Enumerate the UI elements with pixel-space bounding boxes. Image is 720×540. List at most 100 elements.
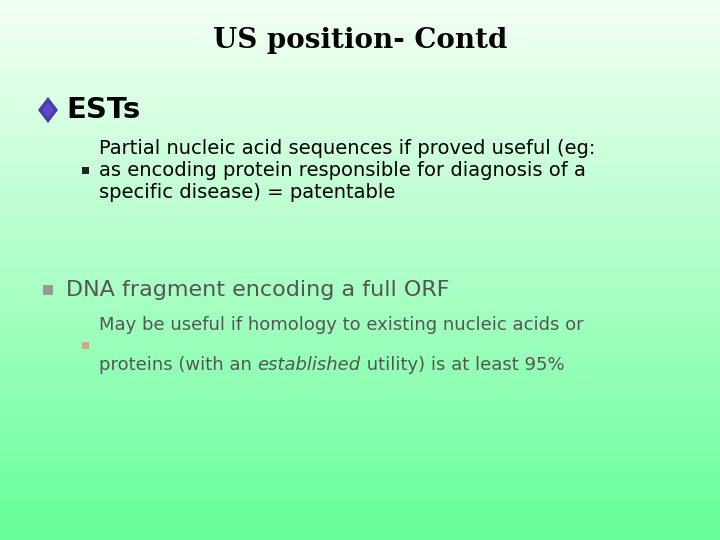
Bar: [0, 502, 720, 504]
Bar: [0, 299, 720, 301]
Bar: [0, 139, 720, 140]
Bar: [0, 194, 720, 196]
Bar: [0, 290, 720, 292]
Bar: [0, 455, 720, 457]
Bar: [0, 390, 720, 393]
Bar: [0, 212, 720, 214]
Bar: [0, 405, 720, 407]
Bar: [0, 153, 720, 155]
Bar: [0, 414, 720, 416]
Bar: [0, 45, 720, 47]
Bar: [0, 475, 720, 477]
Bar: [0, 459, 720, 461]
Bar: [0, 444, 720, 447]
Bar: [0, 301, 720, 302]
Bar: [0, 450, 720, 452]
Bar: [0, 468, 720, 470]
Bar: [43, 285, 53, 295]
Bar: [0, 104, 720, 106]
Bar: [0, 220, 720, 221]
Text: proteins (with an: proteins (with an: [99, 356, 258, 374]
Bar: [0, 504, 720, 506]
Bar: [0, 286, 720, 288]
Bar: [0, 171, 720, 173]
Bar: [0, 56, 720, 58]
Bar: [0, 403, 720, 405]
Bar: [0, 232, 720, 234]
Bar: [0, 396, 720, 398]
Bar: [0, 39, 720, 42]
Bar: [0, 97, 720, 99]
Bar: [0, 356, 720, 358]
Bar: [0, 101, 720, 103]
Bar: [0, 342, 720, 344]
Bar: [0, 103, 720, 104]
Bar: [0, 536, 720, 538]
Bar: [0, 211, 720, 212]
Bar: [0, 86, 720, 88]
Bar: [0, 362, 720, 363]
Bar: [0, 288, 720, 290]
Bar: [0, 275, 720, 277]
Bar: [0, 189, 720, 191]
Bar: [0, 535, 720, 536]
Bar: [0, 378, 720, 380]
Bar: [0, 533, 720, 535]
Bar: [0, 32, 720, 34]
Text: US position- Contd: US position- Contd: [213, 26, 507, 53]
Bar: [0, 76, 720, 77]
Bar: [0, 441, 720, 443]
Bar: [0, 367, 720, 369]
Text: established: established: [258, 356, 361, 374]
Bar: [0, 59, 720, 61]
Bar: [0, 5, 720, 7]
Bar: [0, 326, 720, 328]
Bar: [0, 124, 720, 126]
Bar: [0, 22, 720, 23]
Bar: [0, 200, 720, 201]
Bar: [0, 522, 720, 524]
Bar: [0, 2, 720, 4]
Bar: [0, 320, 720, 322]
Bar: [0, 119, 720, 120]
Bar: [0, 508, 720, 509]
Bar: [0, 238, 720, 239]
Bar: [0, 513, 720, 515]
Bar: [0, 99, 720, 101]
Bar: [0, 474, 720, 475]
Bar: [0, 312, 720, 313]
Bar: [0, 315, 720, 317]
Bar: [0, 374, 720, 376]
Bar: [0, 130, 720, 131]
Bar: [0, 254, 720, 255]
Bar: [0, 302, 720, 304]
Bar: [0, 133, 720, 135]
Bar: [0, 12, 720, 15]
Bar: [0, 394, 720, 396]
Bar: [81, 341, 89, 348]
Bar: [0, 252, 720, 254]
Bar: [0, 509, 720, 511]
Bar: [0, 274, 720, 275]
Bar: [0, 131, 720, 133]
Bar: [0, 9, 720, 11]
Bar: [0, 335, 720, 336]
Bar: [0, 198, 720, 200]
Bar: [0, 293, 720, 295]
Bar: [0, 282, 720, 285]
Bar: [0, 92, 720, 93]
Bar: [0, 221, 720, 223]
Bar: [0, 72, 720, 74]
Bar: [0, 349, 720, 351]
Bar: [0, 58, 720, 59]
Bar: [0, 398, 720, 400]
Bar: [0, 497, 720, 498]
Bar: [0, 177, 720, 178]
Bar: [0, 328, 720, 329]
Bar: [0, 463, 720, 464]
Bar: [0, 428, 720, 430]
Bar: [0, 279, 720, 281]
Bar: [0, 205, 720, 207]
Bar: [0, 225, 720, 227]
Bar: [0, 113, 720, 115]
